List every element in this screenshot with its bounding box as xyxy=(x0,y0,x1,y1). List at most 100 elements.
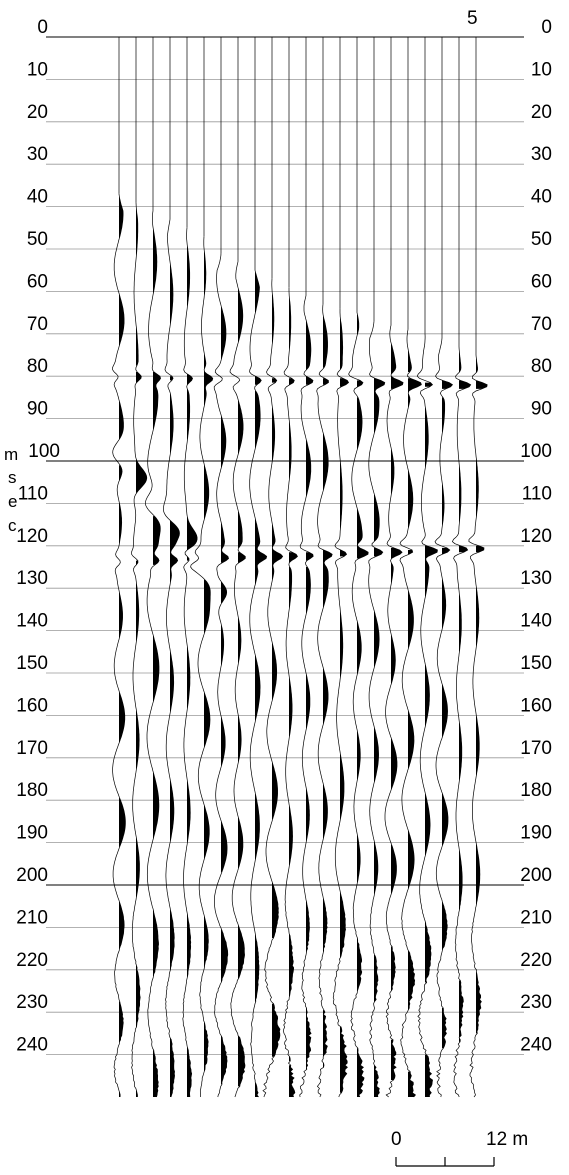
trace-1-lobe xyxy=(119,501,122,544)
trace-6-wiggle xyxy=(190,236,214,1097)
ytick-right-220: 220 xyxy=(520,950,552,971)
trace-11-lobe xyxy=(289,804,293,866)
ytick-left-240: 240 xyxy=(16,1035,48,1056)
trace-11-wiggle xyxy=(283,287,298,1098)
trace-14-lobe xyxy=(340,550,347,557)
trace-8-lobe xyxy=(238,615,241,665)
trace-12-lobe xyxy=(306,787,310,843)
trace-3-lobe xyxy=(153,1050,159,1097)
ytick-left-200: 200 xyxy=(16,865,48,886)
trace-10-wiggle xyxy=(262,278,284,1098)
trace-13-lobe xyxy=(323,433,329,491)
trace-21-wiggle xyxy=(451,346,472,1098)
trace-2-lobe xyxy=(136,581,139,644)
trace-20-lobe xyxy=(442,1008,447,1049)
trace-9-lobe xyxy=(255,518,267,584)
trace-20-lobe xyxy=(442,397,445,434)
trace-3-lobe xyxy=(153,516,161,565)
trace-3-lobe xyxy=(153,772,159,839)
trace-13-lobe xyxy=(323,668,329,724)
trace-7-lobe xyxy=(221,581,227,603)
trace-17-lobe xyxy=(391,448,394,495)
ytick-left-60: 60 xyxy=(27,271,48,292)
trace-16-lobe xyxy=(374,494,380,542)
trace-1-lobe xyxy=(119,692,125,743)
ytick-left-100: 100 xyxy=(28,441,60,462)
trace-5-lobe xyxy=(187,244,190,309)
trace-18-lobe xyxy=(408,378,422,408)
ytick-right-140: 140 xyxy=(520,611,552,632)
ytick-right-110: 110 xyxy=(522,483,552,504)
trace-14 xyxy=(332,37,350,1098)
ytick-left-150: 150 xyxy=(16,653,48,674)
trace-15-lobe xyxy=(357,730,361,782)
trace-8-lobe xyxy=(238,399,244,455)
trace-8-lobe xyxy=(238,925,245,979)
trace-13-lobe xyxy=(323,897,328,953)
trace-22-lobe xyxy=(476,545,484,553)
trace-6-lobe xyxy=(204,692,210,748)
ytick-left-90: 90 xyxy=(27,399,48,420)
trace-20-lobe xyxy=(442,482,445,527)
trace-15-lobe xyxy=(357,507,369,559)
ytick-right-20: 20 xyxy=(531,102,552,123)
trace-18-wiggle xyxy=(399,329,422,1098)
trace-6-lobe xyxy=(204,465,209,521)
trace-16 xyxy=(368,37,386,1098)
trace-13-lobe xyxy=(323,1010,328,1059)
trace-3 xyxy=(145,37,161,1098)
trace-5-lobe xyxy=(187,1046,192,1097)
trace-9-wiggle xyxy=(249,270,268,1098)
ytick-right-100: 100 xyxy=(520,441,552,462)
ytick-right-90: 90 xyxy=(531,399,552,420)
ytick-left-110: 110 xyxy=(18,483,48,504)
trace-16-lobe xyxy=(374,1065,380,1097)
trace-13-lobe xyxy=(323,314,328,368)
ytick-right-230: 230 xyxy=(520,992,552,1013)
trace-22-lobe xyxy=(476,380,488,389)
trace-3-wiggle xyxy=(145,210,161,1098)
trace-14-lobe xyxy=(340,891,346,958)
ytick-right-150: 150 xyxy=(520,653,552,674)
trace-1-lobe xyxy=(119,401,124,440)
trace-5-lobe xyxy=(187,779,191,845)
trace-8-lobe xyxy=(238,1035,245,1087)
ytick-left-30: 30 xyxy=(27,144,48,165)
ytick-right-30: 30 xyxy=(531,144,552,165)
trace-19-lobe xyxy=(425,921,431,983)
trace-10 xyxy=(262,37,284,1098)
trace-11-lobe xyxy=(289,418,292,483)
trace-12-lobe xyxy=(306,1008,312,1070)
ytick-left-230: 230 xyxy=(16,992,48,1013)
trace-8-wiggle xyxy=(229,261,246,1098)
ytick-left-190: 190 xyxy=(16,823,48,844)
trace-21-lobe xyxy=(459,545,468,553)
trace-13-lobe xyxy=(323,378,329,385)
trace-21 xyxy=(451,37,472,1098)
ytick-right-80: 80 xyxy=(531,356,552,377)
trace-17-lobe xyxy=(391,738,397,790)
trace-18-lobe xyxy=(408,950,415,1011)
trace-10-lobe xyxy=(272,1003,280,1057)
ytick-right-210: 210 xyxy=(520,907,552,928)
trace-3-lobe xyxy=(153,910,159,977)
trace-16-lobe xyxy=(374,611,380,667)
trace-9 xyxy=(249,37,268,1098)
trace-1-lobe xyxy=(119,1001,124,1044)
ytick-left-120: 120 xyxy=(16,526,48,547)
trace-8 xyxy=(229,37,246,1098)
seismic-traces xyxy=(112,37,488,1098)
trace-15-wiggle xyxy=(348,312,369,1098)
trace-9-lobe xyxy=(255,653,261,722)
trace-17-lobe xyxy=(391,344,404,389)
trace-4-lobe xyxy=(170,779,174,843)
time-axis-labels: 0 0 10 10 20 20 30 30 40 40 50 50 60 60 70 70 80 80 90 90 10… xyxy=(16,17,552,1056)
ytick-right-0: 0 xyxy=(541,17,552,38)
trace-8-lobe xyxy=(238,552,246,563)
trace-16-lobe xyxy=(374,955,378,1002)
ytick-right-160: 160 xyxy=(520,695,552,716)
trace-4-lobe xyxy=(170,649,174,714)
trace-18-lobe xyxy=(408,469,413,529)
trace-12 xyxy=(299,37,314,1098)
